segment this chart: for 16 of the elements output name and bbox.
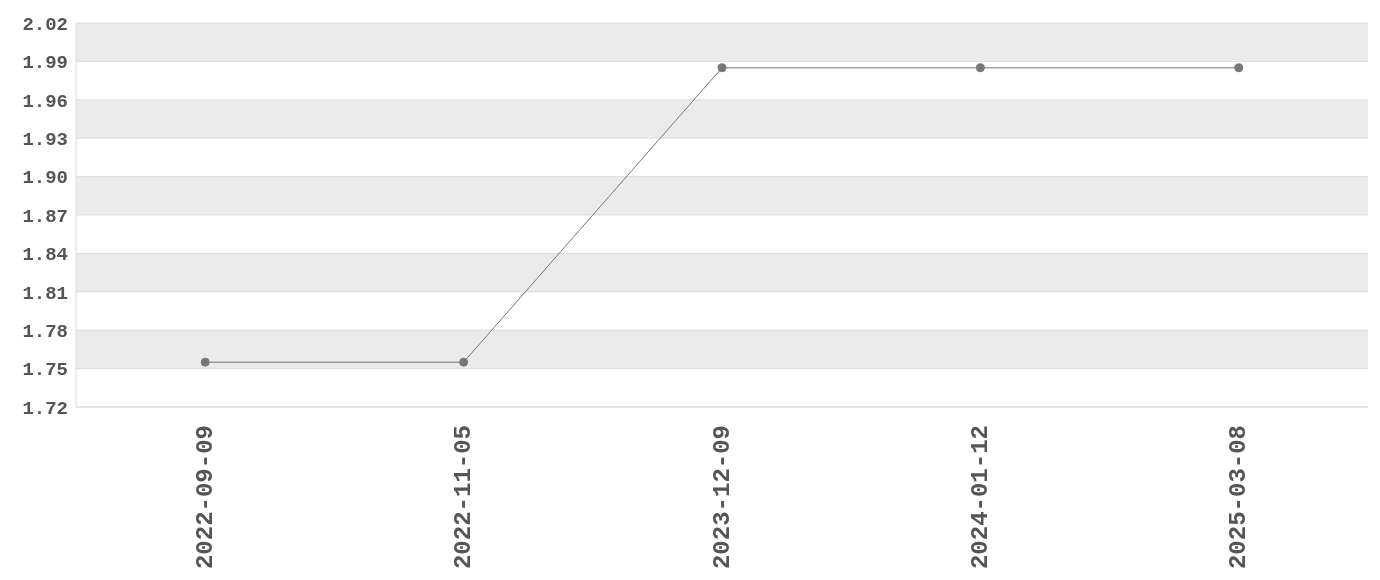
y-tick-label: 1.99 [22, 52, 68, 75]
x-tick-label: 2023-12-09 [708, 425, 736, 570]
x-tick-label: 2025-03-08 [1225, 425, 1253, 570]
y-tick-label: 1.96 [22, 90, 68, 113]
y-tick-label: 1.93 [22, 128, 68, 151]
y-tick-label: 2.02 [22, 13, 68, 36]
y-tick-label: 1.90 [22, 167, 68, 190]
y-tick-label: 1.75 [22, 359, 68, 382]
x-tick-label: 2022-09-09 [191, 425, 219, 570]
x-tick-label: 2024-01-12 [966, 425, 994, 570]
y-tick-label: 1.81 [22, 282, 68, 305]
x-tick-label: 2022-11-05 [450, 425, 478, 570]
y-tick-label: 1.72 [22, 397, 68, 420]
y-tick-label: 1.78 [22, 320, 68, 343]
y-tick-label: 1.84 [22, 244, 68, 267]
y-tick-label: 1.87 [22, 205, 68, 228]
